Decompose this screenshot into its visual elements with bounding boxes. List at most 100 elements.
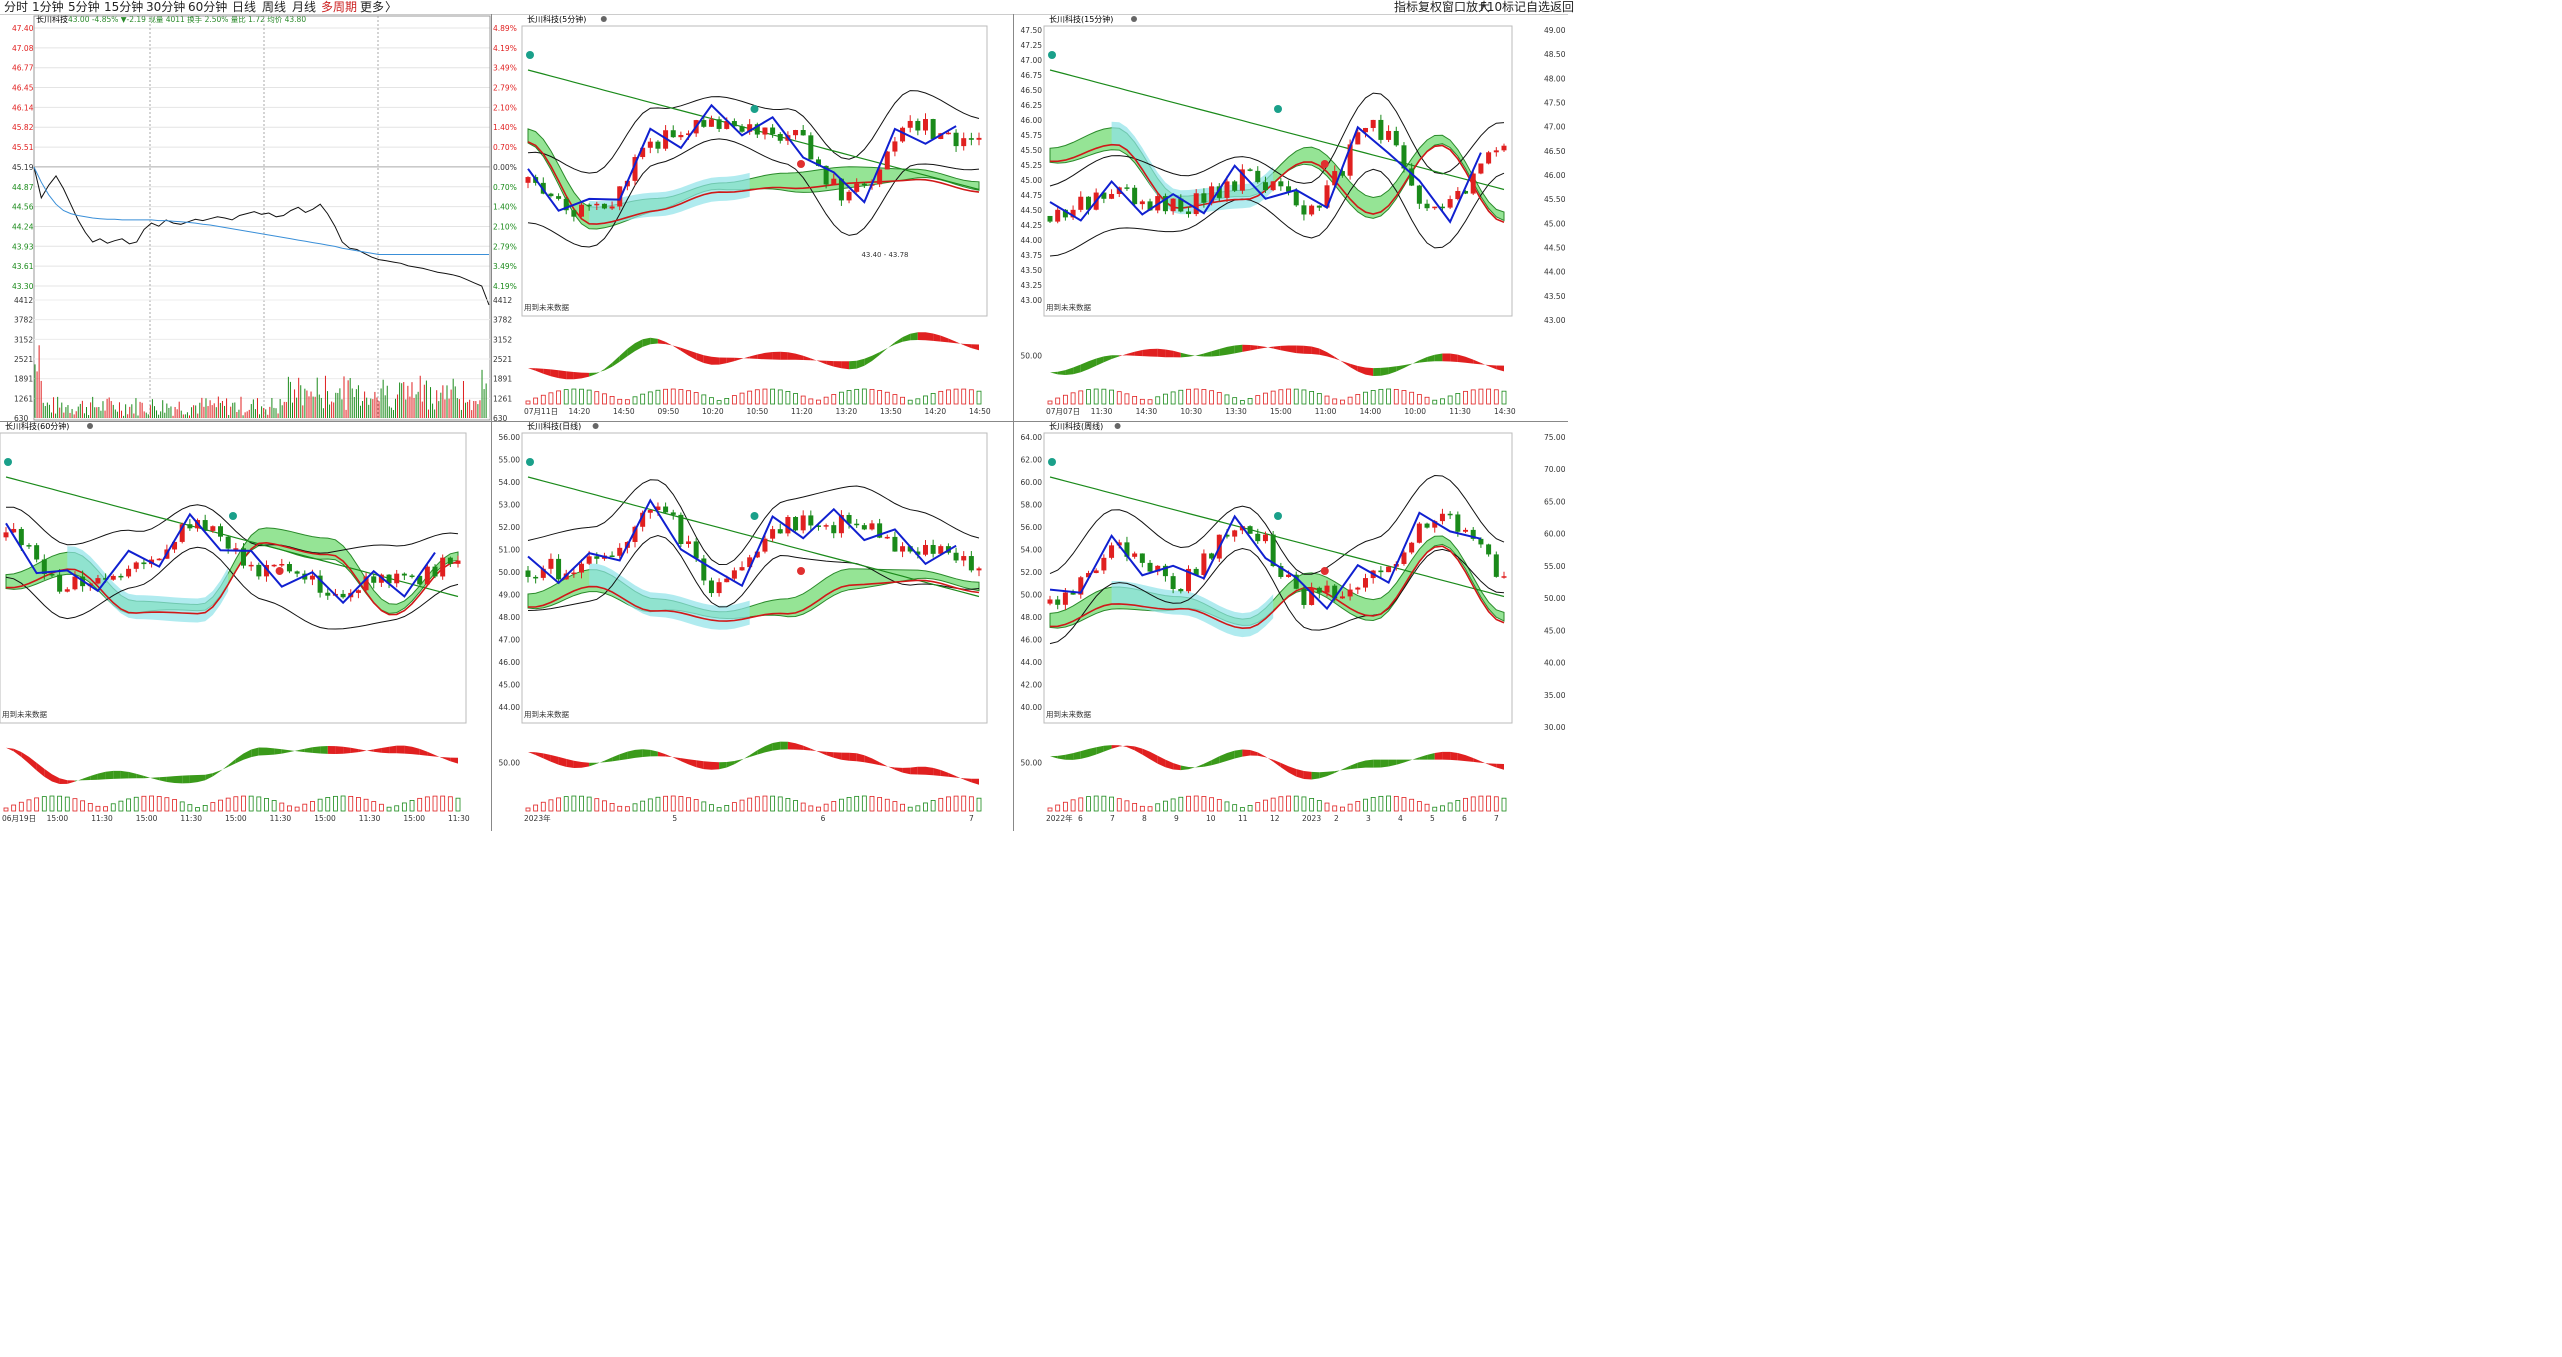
panel4-date-label: 12	[1270, 814, 1280, 823]
panel4-osc-bar	[1447, 802, 1453, 812]
panel1-candle-body	[1493, 150, 1499, 153]
panel1-osc-wave	[1157, 348, 1166, 358]
panel3-osc-wave	[879, 762, 888, 767]
tab-0[interactable]: 分时	[4, 0, 29, 14]
panel1-osc-bar	[1309, 391, 1315, 405]
panel4-price-label: 56.00	[1021, 523, 1043, 532]
panel4-candle-body	[1255, 533, 1261, 542]
panel4-osc-bar	[1201, 796, 1207, 812]
panel1-right-label: 47.50	[1544, 99, 1566, 108]
panel1-upper-band	[1049, 92, 1505, 187]
panel2-candle-body	[355, 590, 361, 593]
panel1-osc-bar	[1416, 394, 1422, 405]
panel1-osc-wave	[1342, 361, 1351, 368]
panel0-osc-bar	[724, 398, 730, 405]
panel4-osc-bar	[1324, 802, 1330, 812]
tab-1[interactable]: 1分钟	[32, 0, 64, 14]
tab-10[interactable]: 更多	[360, 0, 385, 14]
panel4-osc-bar	[1278, 796, 1284, 812]
panel1-osc-wave	[1173, 350, 1181, 358]
panel0-osc-wave	[711, 356, 720, 365]
panel4-osc-bar	[1255, 802, 1261, 812]
toolbar-right-7[interactable]: 返回	[1550, 0, 1575, 14]
panel1-osc-bar	[1301, 389, 1307, 405]
panel3-osc-bar	[647, 798, 653, 812]
panel2-osc-wave	[312, 746, 321, 754]
toolbar-right-4[interactable]: F10	[1480, 0, 1503, 14]
panel3-candle-body	[739, 567, 745, 571]
tab-7[interactable]: 周线	[262, 0, 287, 14]
panel2-candle-body	[363, 576, 369, 591]
panel2-osc-wave	[182, 775, 190, 784]
panel0-osc-wave	[872, 352, 880, 361]
panel2-osc-wave	[67, 780, 75, 784]
panel0-osc-bar	[877, 390, 883, 405]
panel2-osc-bar	[432, 795, 438, 812]
panel2-date-label: 15:00	[314, 814, 336, 823]
panel4-osc-wave	[1496, 763, 1504, 770]
tab-6[interactable]: 日线	[232, 0, 257, 14]
panel3-osc-wave	[711, 761, 720, 770]
panel1-osc-bar	[1270, 390, 1276, 405]
pct-label: 1.40%	[493, 123, 517, 132]
tab-3[interactable]: 15分钟	[104, 0, 144, 14]
panel3-osc-wave	[619, 751, 628, 761]
tab-9[interactable]: 多周期	[321, 0, 358, 14]
panel0-osc-wave	[971, 344, 979, 351]
panel2-osc-wave	[373, 748, 382, 753]
panel2-date-label: 06月19日	[2, 814, 36, 823]
panel4-osc-wave	[1327, 771, 1335, 777]
panel2-osc-wave	[389, 745, 397, 754]
panel4-price-label: 54.00	[1021, 546, 1043, 555]
panel1-date-label: 10:00	[1404, 407, 1426, 416]
panel2-osc-bar	[72, 798, 78, 812]
panel1-candle-body	[1362, 127, 1368, 133]
panel4-frame	[1043, 432, 1513, 724]
panel4-osc-bar	[1493, 796, 1499, 812]
panel1-osc-bar	[1139, 398, 1145, 405]
panel3-osc-wave	[688, 759, 697, 768]
panel3-candle-body	[770, 529, 776, 539]
panel1-teal-marker	[1048, 51, 1056, 59]
panel1-lower-band	[1049, 168, 1505, 257]
panel1-osc-wave	[1388, 366, 1397, 375]
panel0-candle-body	[907, 120, 913, 128]
toolbar-right-6[interactable]: 自选	[1526, 0, 1551, 14]
vol-label: 3152	[14, 335, 33, 344]
toolbar-right-2[interactable]: 窗口	[1442, 0, 1467, 14]
panel2-candle-body	[394, 573, 400, 584]
tab-4[interactable]: 30分钟	[146, 0, 186, 14]
panel2-osc-bar	[363, 798, 369, 812]
panel4-candle-body	[1186, 568, 1192, 592]
panel4-osc-wave	[1265, 756, 1274, 762]
panel3-date-label: 7	[969, 814, 974, 823]
tab-2[interactable]: 5分钟	[68, 0, 100, 14]
toolbar-right-3[interactable]: 放大	[1466, 0, 1491, 14]
toolbar-right-5[interactable]: 标记	[1502, 0, 1527, 14]
panel1-osc-bar	[1255, 395, 1261, 405]
panel1-osc-bar	[1440, 398, 1445, 405]
panel4-osc-wave	[1388, 759, 1397, 767]
panel1-osc-wave	[1103, 355, 1112, 363]
panel4-date-label: 5	[1430, 814, 1435, 823]
panel2-osc-wave	[266, 747, 275, 756]
panel1-right-label: 49.00	[1544, 26, 1566, 35]
panel1-osc-wave	[1203, 351, 1212, 357]
panel0-osc-wave	[765, 352, 773, 360]
panel2-date-label: 11:30	[91, 814, 113, 823]
panel2-date-label: 11:30	[359, 814, 381, 823]
toolbar-right-0[interactable]: 指标	[1394, 0, 1419, 14]
panel3-osc-wave	[742, 755, 750, 760]
panel3-candle-body	[708, 580, 714, 594]
panel0-osc-wave	[963, 343, 972, 349]
panel0-osc-bar	[655, 389, 661, 405]
panel3-osc-bar	[686, 797, 691, 812]
panel3-price-label: 52.00	[499, 523, 521, 532]
tab-8[interactable]: 月线	[292, 0, 317, 14]
tab-5[interactable]: 60分钟	[188, 0, 228, 14]
panel4-candle-body	[1062, 592, 1068, 605]
panel4-price-label: 64.00	[1021, 433, 1043, 442]
toolbar-right-1[interactable]: 复权	[1418, 0, 1443, 14]
panel1-candle-body	[1132, 187, 1138, 205]
panel0-candle-body	[617, 186, 623, 207]
